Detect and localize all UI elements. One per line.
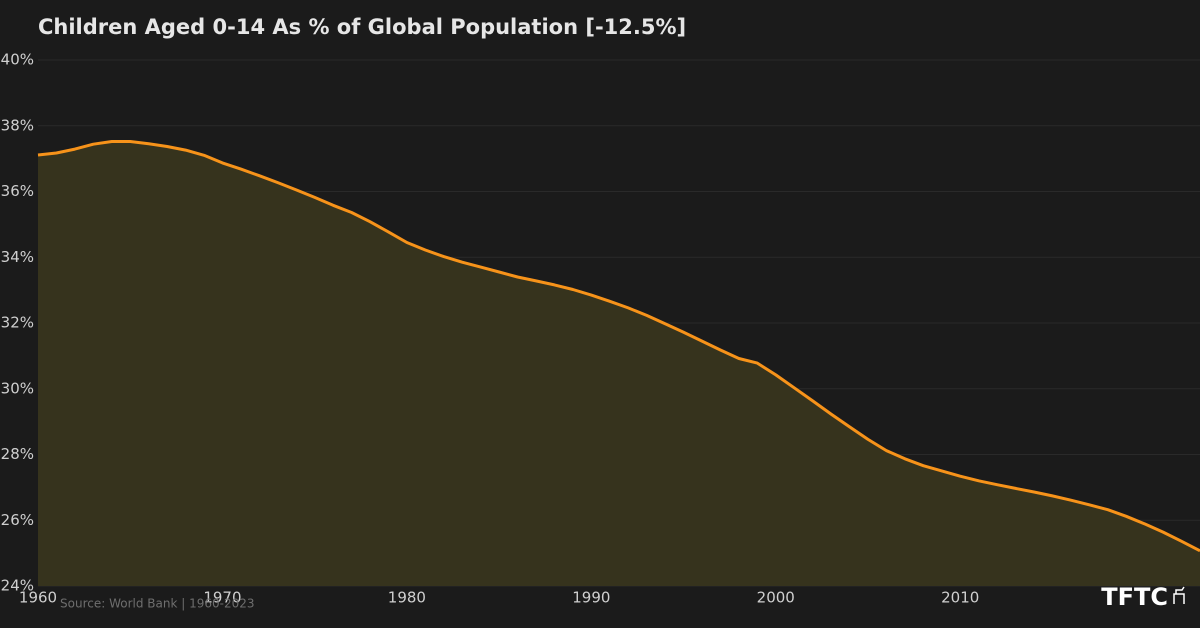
plot: 24% 26% 28% 30% 32% 34% 36% 38% 40% 1960 1970 1980 1… <box>1 51 1200 607</box>
y-tick-label: 38% <box>1 116 34 134</box>
x-tick-label: 1960 <box>19 589 57 607</box>
x-tick-label: 2000 <box>757 589 795 607</box>
x-tick-label: 1980 <box>388 589 426 607</box>
y-tick-label: 34% <box>1 248 34 266</box>
y-tick-label: 32% <box>1 314 34 332</box>
area-fill <box>38 141 1200 586</box>
y-tick-label: 26% <box>1 511 34 529</box>
x-tick-label: 2010 <box>941 589 979 607</box>
line <box>37 140 1200 553</box>
y-tick-label: 36% <box>1 182 34 200</box>
logo: TFTC <box>1101 583 1168 611</box>
y-tick-label: 40% <box>1 51 34 69</box>
chart-title: Children Aged 0-14 As % of Global Popula… <box>38 15 686 39</box>
logo-icon <box>1173 586 1185 604</box>
source-note: Source: World Bank | 1960-2023 <box>60 597 255 611</box>
logo-shape <box>1173 586 1185 604</box>
x-tick-label: 1990 <box>572 589 610 607</box>
x-tick-label: 1970 <box>203 589 241 607</box>
y-tick-label: 30% <box>1 379 34 397</box>
y-tick-label: 24% <box>1 577 34 595</box>
y-tick-label: 28% <box>1 445 34 463</box>
